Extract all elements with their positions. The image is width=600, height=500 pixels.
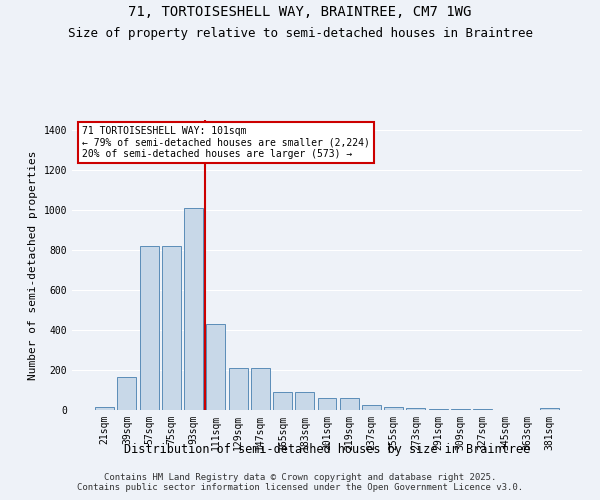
- Bar: [451, 409, 470, 410]
- Y-axis label: Number of semi-detached properties: Number of semi-detached properties: [28, 150, 38, 380]
- Bar: [429, 409, 448, 410]
- Bar: [362, 405, 381, 410]
- Bar: [295, 392, 314, 410]
- Bar: [406, 408, 425, 410]
- Text: Size of property relative to semi-detached houses in Braintree: Size of property relative to semi-detach…: [67, 28, 533, 40]
- Bar: [251, 368, 270, 410]
- Bar: [317, 398, 337, 410]
- Bar: [384, 407, 403, 410]
- Text: 71 TORTOISESHELL WAY: 101sqm
← 79% of semi-detached houses are smaller (2,224)
2: 71 TORTOISESHELL WAY: 101sqm ← 79% of se…: [82, 126, 370, 159]
- Text: 71, TORTOISESHELL WAY, BRAINTREE, CM7 1WG: 71, TORTOISESHELL WAY, BRAINTREE, CM7 1W…: [128, 5, 472, 19]
- Bar: [340, 398, 359, 410]
- Bar: [162, 246, 181, 410]
- Bar: [140, 246, 158, 410]
- Bar: [273, 392, 292, 410]
- Text: Contains HM Land Registry data © Crown copyright and database right 2025.
Contai: Contains HM Land Registry data © Crown c…: [77, 473, 523, 492]
- Bar: [229, 368, 248, 410]
- Bar: [95, 407, 114, 410]
- Text: Distribution of semi-detached houses by size in Braintree: Distribution of semi-detached houses by …: [124, 442, 530, 456]
- Bar: [184, 208, 203, 410]
- Bar: [118, 378, 136, 410]
- Bar: [206, 324, 225, 410]
- Bar: [540, 408, 559, 410]
